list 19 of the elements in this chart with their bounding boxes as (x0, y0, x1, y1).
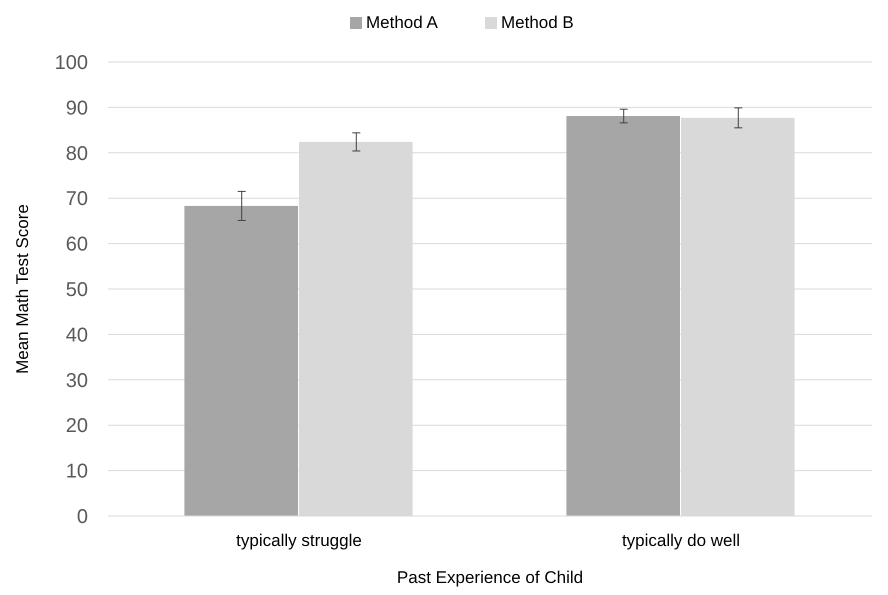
y-tick-label: 80 (66, 142, 88, 165)
y-tick-label: 10 (66, 460, 88, 483)
bar (184, 206, 298, 516)
y-tick-label: 50 (66, 279, 88, 301)
y-tick-label: 60 (66, 234, 88, 256)
y-tick-label: 70 (66, 188, 88, 210)
legend-label: Method A (366, 13, 438, 32)
legend-label: Method B (501, 13, 574, 32)
y-tick-label: 100 (54, 52, 88, 74)
x-axis-title: Past Experience of Child (396, 568, 584, 587)
y-axis-title: Mean Math Test Score (13, 204, 32, 374)
y-tick-label: 20 (66, 415, 88, 438)
x-tick-label: typically do well (622, 531, 740, 550)
bar (566, 116, 680, 516)
y-tick-label: 90 (66, 97, 88, 120)
y-tick-label: 0 (76, 506, 88, 528)
y-tick-label: 30 (66, 370, 88, 392)
y-tick-label: 40 (66, 324, 88, 346)
x-tick-label: typically struggle (236, 531, 362, 550)
